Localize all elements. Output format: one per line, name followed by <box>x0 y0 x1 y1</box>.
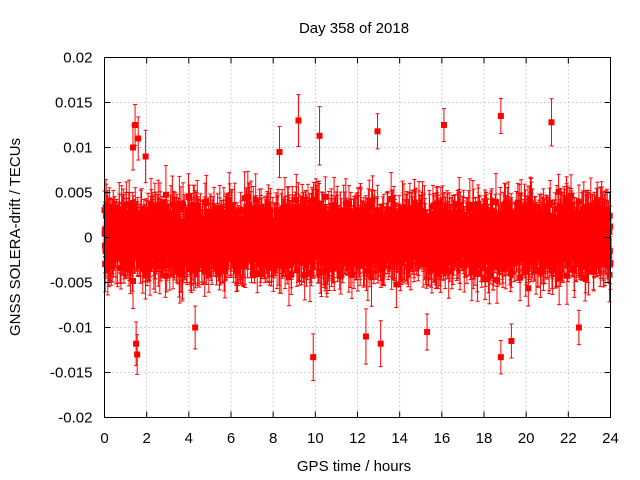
data-point <box>267 207 274 214</box>
data-point <box>229 204 236 211</box>
data-point <box>151 254 158 261</box>
data-point <box>306 270 313 277</box>
data-point <box>284 263 291 270</box>
data-point <box>130 277 137 284</box>
data-point <box>188 209 195 216</box>
data-point <box>244 193 251 200</box>
data-point <box>316 200 323 207</box>
data-point <box>145 211 152 218</box>
data-point <box>265 201 272 208</box>
data-point <box>123 241 130 248</box>
data-point <box>157 205 164 212</box>
data-point <box>301 272 308 279</box>
data-point <box>293 267 300 274</box>
data-point <box>275 208 282 215</box>
data-point <box>314 214 321 221</box>
data-point <box>270 262 277 269</box>
data-point <box>203 200 210 207</box>
data-point <box>304 258 311 265</box>
data-point <box>151 208 158 215</box>
data-point <box>194 252 201 259</box>
data-point <box>109 212 116 219</box>
data-point <box>300 209 307 216</box>
data-point <box>234 268 241 275</box>
data-point <box>221 267 228 274</box>
data-point <box>217 263 224 270</box>
data-point <box>190 248 197 255</box>
data-point <box>284 252 291 259</box>
data-point <box>230 254 237 261</box>
data-point <box>185 193 192 200</box>
data-point <box>194 202 201 209</box>
data-point <box>254 270 261 277</box>
data-point <box>285 208 292 215</box>
data-point <box>244 221 251 228</box>
data-point <box>250 206 257 213</box>
data-point <box>318 269 325 276</box>
data-point <box>170 258 177 265</box>
data-point <box>205 271 212 278</box>
data-point <box>152 258 159 265</box>
data-point <box>223 214 230 221</box>
data-point <box>177 206 184 213</box>
data-point <box>162 272 169 279</box>
data-point <box>187 217 194 224</box>
data-point <box>312 196 319 203</box>
data-point <box>176 200 183 207</box>
data-point <box>206 248 213 255</box>
data-point <box>309 203 316 210</box>
data-point <box>241 195 248 202</box>
data-point <box>231 208 238 215</box>
